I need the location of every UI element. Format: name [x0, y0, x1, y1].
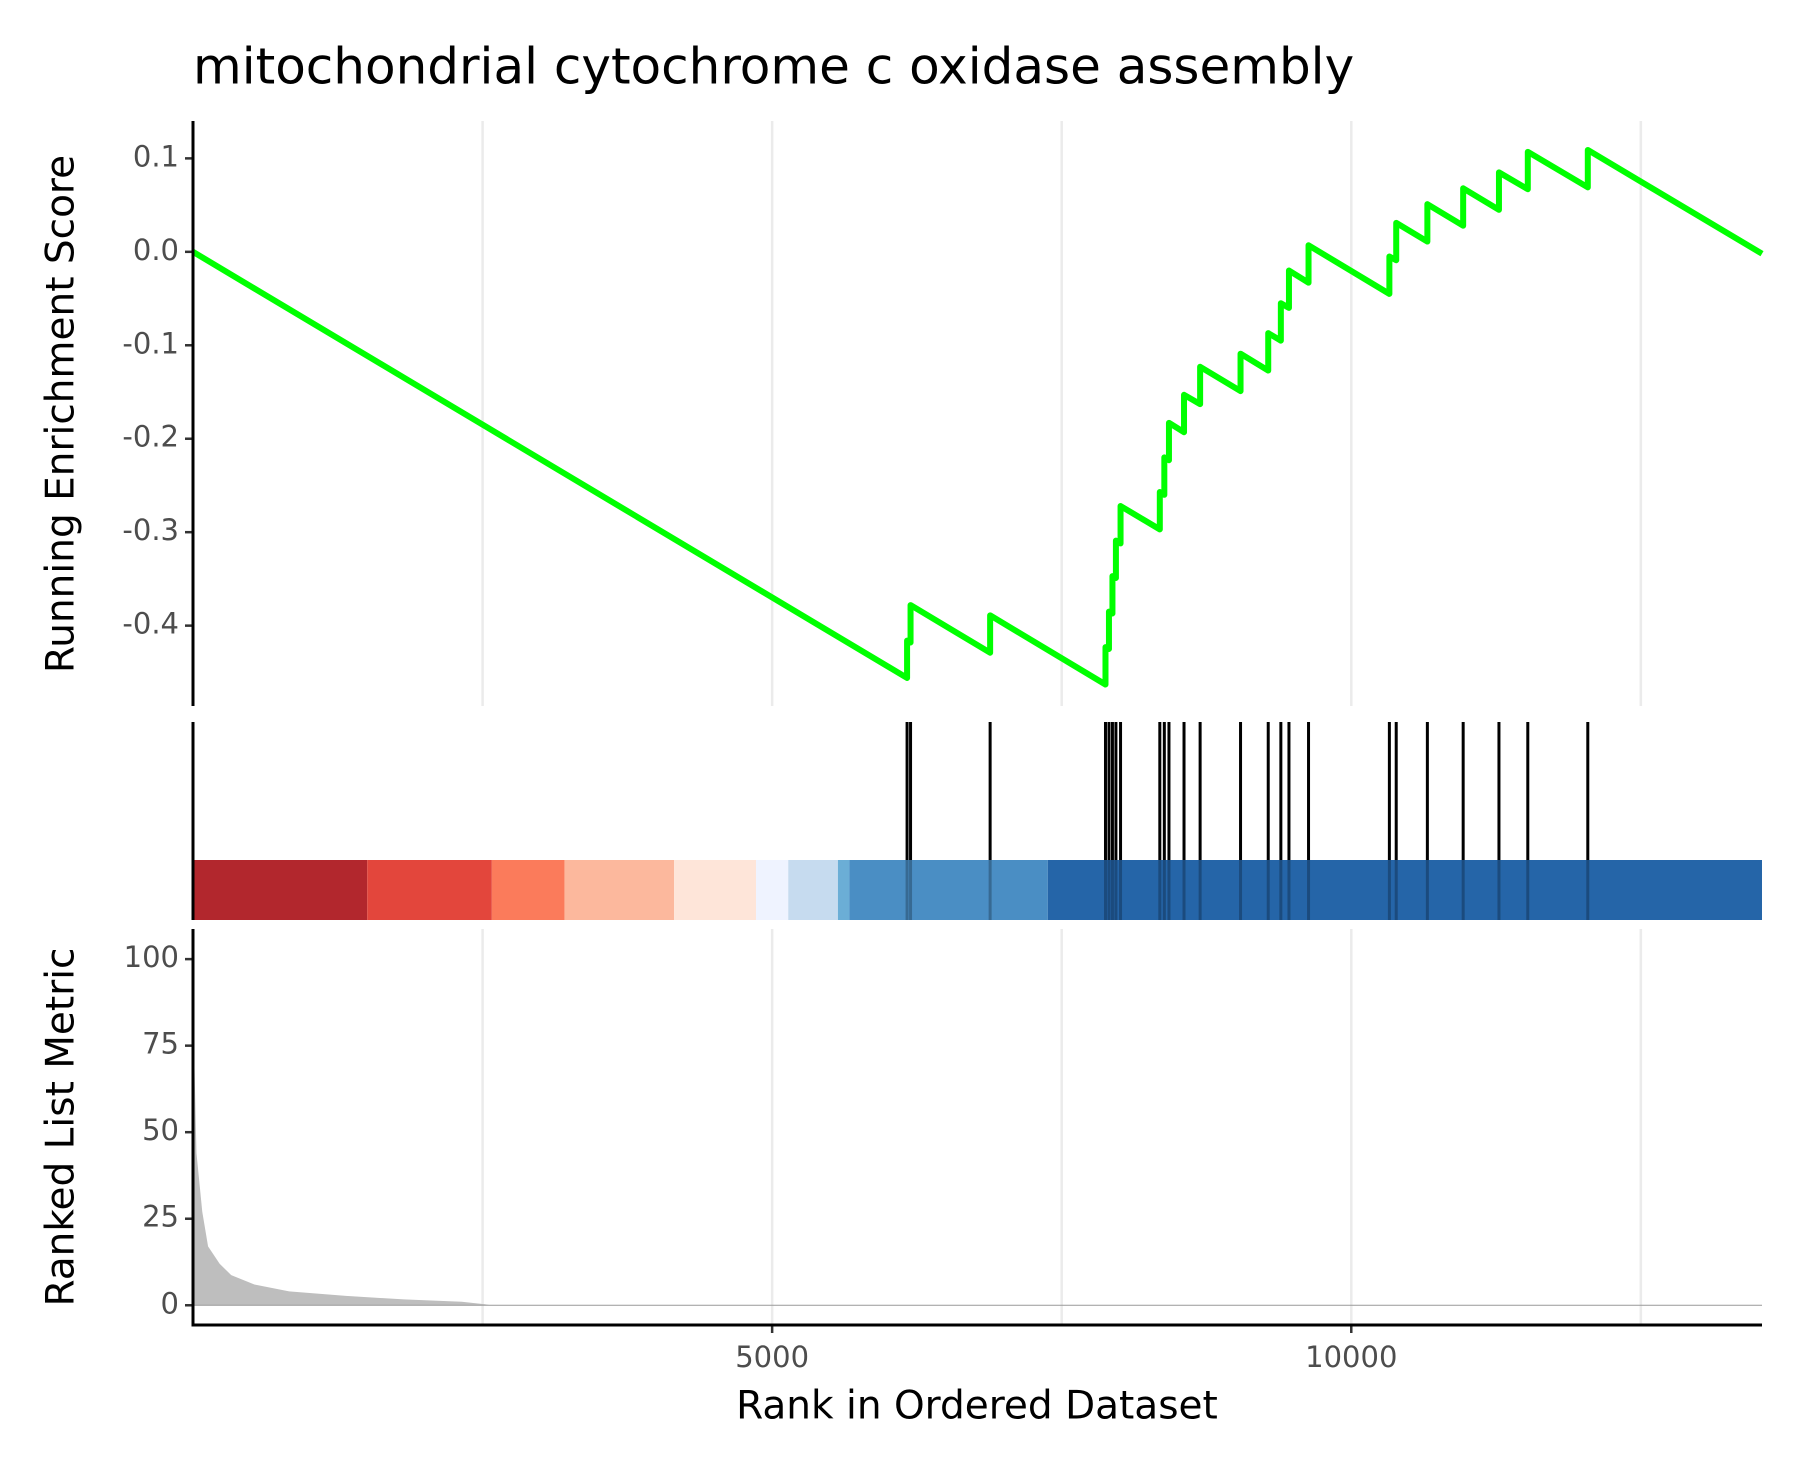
y-tick-label: 100 [124, 940, 179, 974]
y-tick-label: 0.0 [133, 233, 179, 267]
rank-band [788, 860, 838, 920]
y-tick-label: 75 [142, 1027, 179, 1061]
rank-band [849, 860, 1048, 920]
rank-band [837, 860, 850, 920]
rank-band [756, 860, 789, 920]
rank-band [491, 860, 565, 920]
y-tick-label: 50 [142, 1113, 179, 1147]
es-line [191, 146, 1764, 688]
chart-title: mitochondrial cytochrome c oxidase assem… [193, 38, 1354, 96]
x-tick-label: 5000 [735, 1340, 809, 1374]
rank-band [564, 860, 675, 920]
y-tick-label: -0.1 [122, 326, 179, 360]
rank-band [367, 860, 492, 920]
x-axis-title: Rank in Ordered Dataset [736, 1384, 1218, 1429]
x-tick-label: 10000 [1305, 1340, 1397, 1374]
y-tick-label: -0.4 [122, 607, 179, 641]
rank-band [1047, 860, 1762, 920]
y-tick-label: 0.1 [133, 139, 179, 173]
y-tick-label: 25 [142, 1200, 179, 1234]
rank-band [193, 860, 368, 920]
rank-band [674, 860, 757, 920]
y-axis-title: Ranked List Metric [39, 947, 84, 1306]
y-axis-title: Running Enrichment Score [39, 155, 84, 673]
y-tick-label: -0.3 [122, 513, 179, 547]
y-tick-label: -0.2 [122, 420, 179, 454]
y-tick-label: 0 [161, 1286, 179, 1320]
